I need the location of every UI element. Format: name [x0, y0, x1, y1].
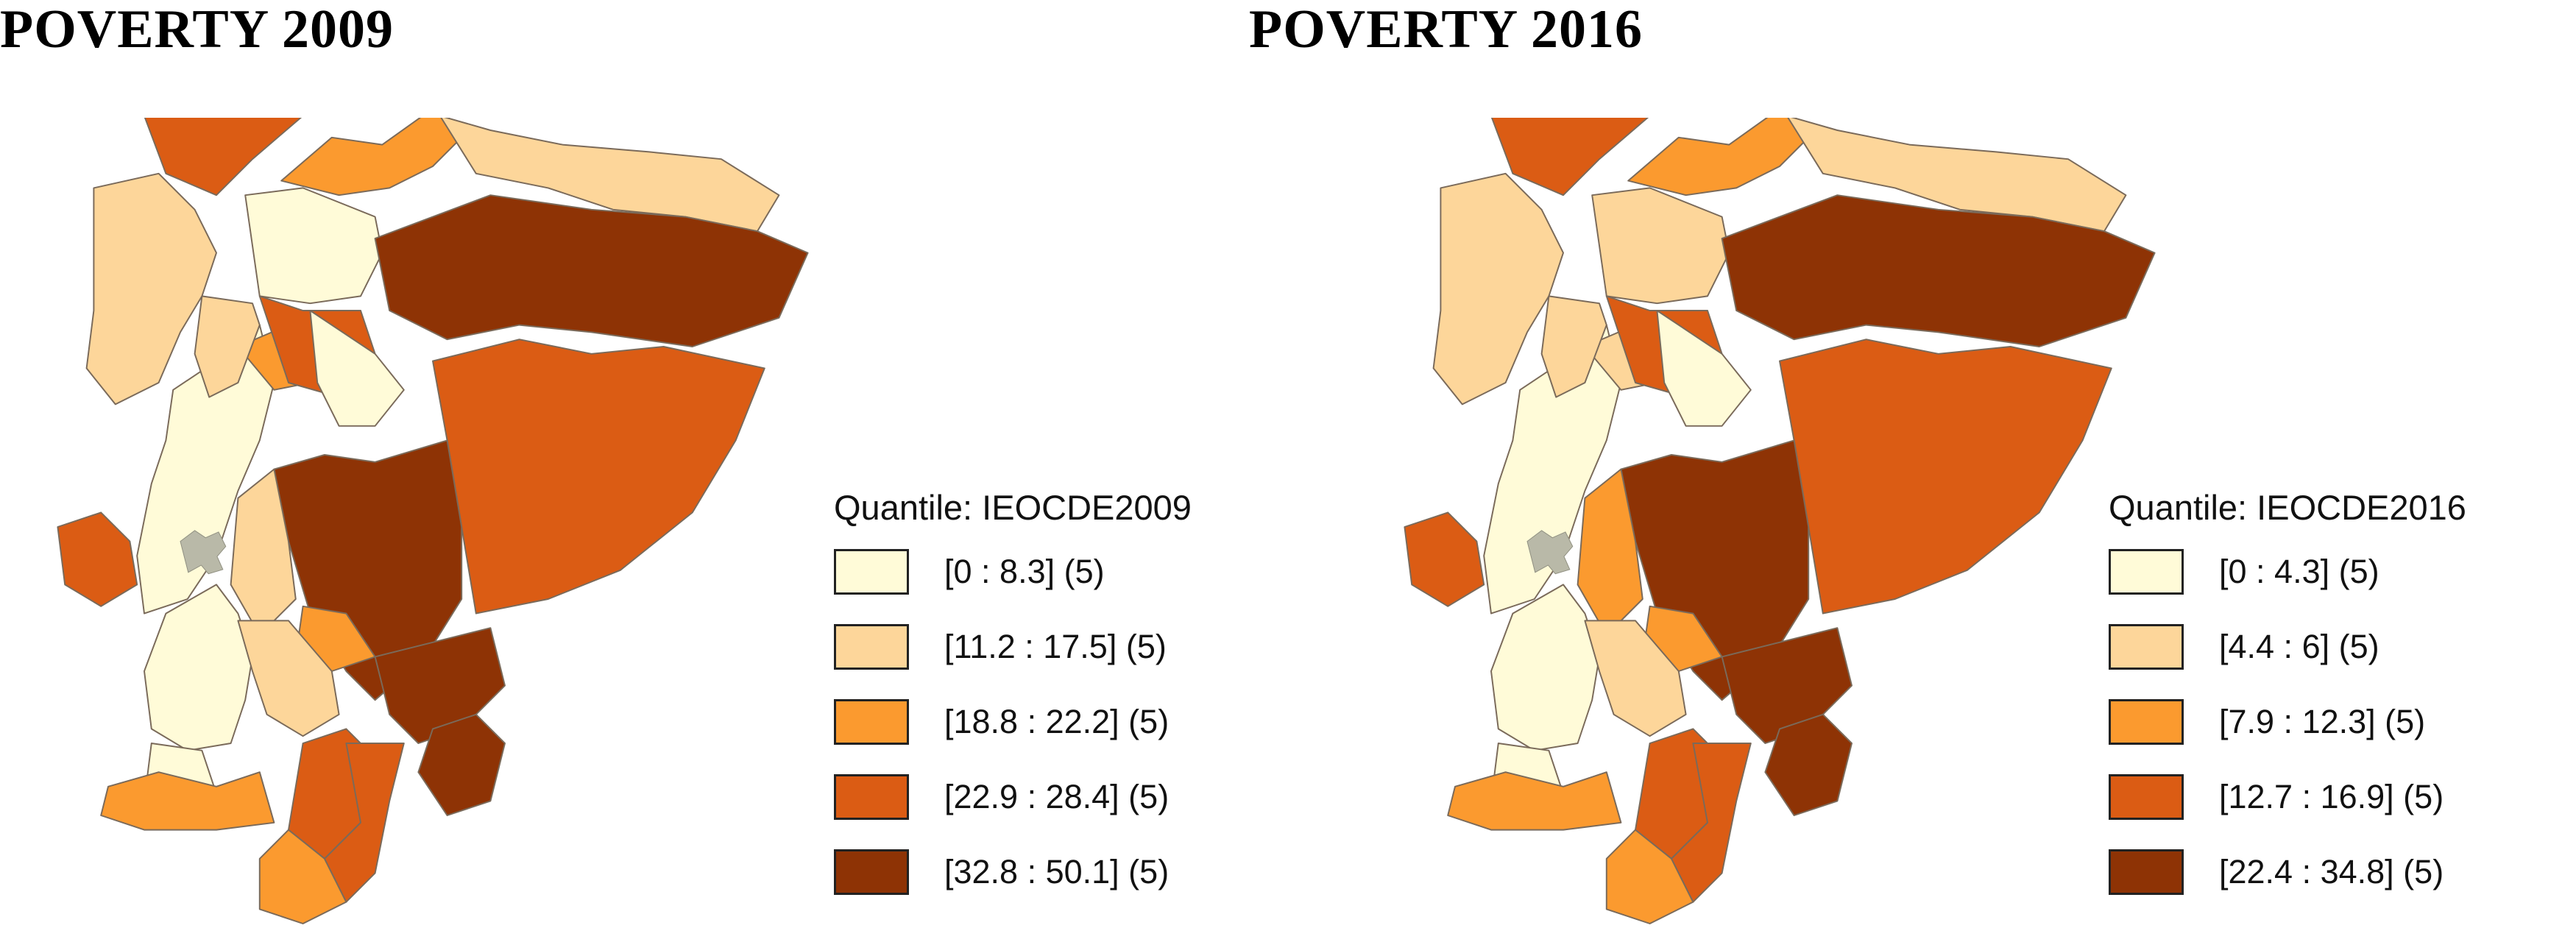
province-region: [417, 713, 506, 816]
legend-item: [18.8 : 22.2] (5): [834, 684, 1192, 759]
legend-label: [22.4 : 34.8] (5): [2219, 853, 2444, 890]
choropleth-map-2009: [57, 118, 809, 924]
legend-label: [12.7 : 16.9] (5): [2219, 778, 2444, 815]
province-region: [1591, 187, 1730, 305]
legend-swatch: [2109, 774, 2184, 820]
province-region: [324, 743, 405, 903]
province-region: [1721, 627, 1853, 744]
province-region: [273, 439, 463, 701]
legend-title: Quantile: IEOCDE2016: [2109, 488, 2466, 527]
province-region: [1584, 620, 1687, 737]
legend-item: [11.2 : 17.5] (5): [834, 609, 1192, 684]
legend-label: [18.8 : 22.2] (5): [944, 703, 1170, 740]
legend-swatch: [2109, 849, 2184, 895]
legend-item: [7.9 : 12.3] (5): [2109, 684, 2466, 759]
province-region: [1787, 118, 2127, 233]
legend-item: [0 : 8.3] (5): [834, 534, 1192, 609]
legend-label: [7.9 : 12.3] (5): [2219, 703, 2426, 740]
province-region: [1620, 439, 1810, 701]
legend-label: [4.4 : 6] (5): [2219, 628, 2379, 665]
province-region: [100, 771, 275, 831]
province-region: [1721, 194, 2156, 347]
province-region: [237, 620, 340, 737]
province-region: [374, 627, 506, 744]
province-region: [1671, 743, 1752, 903]
province-region: [194, 295, 261, 398]
legend-swatch: [834, 624, 909, 670]
legend-2009: Quantile: IEOCDE2009 [0 : 8.3] (5) [11.2 …: [834, 487, 1192, 910]
province-region: [1577, 468, 1643, 636]
legend-label: [32.8 : 50.1] (5): [944, 853, 1170, 890]
province-region: [230, 468, 297, 636]
province-region: [244, 187, 383, 305]
legend-label: [0 : 4.3] (5): [2219, 553, 2379, 590]
province-region: [1432, 172, 1564, 406]
province-region: [1540, 295, 1607, 398]
legend-label: [22.9 : 28.4] (5): [944, 778, 1170, 815]
province-region: [1627, 118, 1816, 196]
province-region: [280, 118, 470, 196]
map-title-2009: POVERTY 2009: [0, 0, 394, 60]
legend-rows: [0 : 8.3] (5) [11.2 : 17.5] (5) [18.8 : 22…: [834, 534, 1192, 910]
map-title-2016: POVERTY 2016: [1249, 0, 1643, 60]
legend-swatch: [2109, 624, 2184, 670]
legend-swatch: [834, 849, 909, 895]
province-region: [1490, 118, 1649, 196]
legend-item: [12.7 : 16.9] (5): [2109, 759, 2466, 835]
legend-item: [22.4 : 34.8] (5): [2109, 835, 2466, 910]
province-region: [309, 310, 405, 427]
legend-label: [11.2 : 17.5] (5): [944, 628, 1167, 665]
legend-swatch: [834, 699, 909, 745]
legend-item: [32.8 : 50.1] (5): [834, 835, 1192, 910]
legend-item: [22.9 : 28.4] (5): [834, 759, 1192, 835]
province-region: [374, 194, 809, 347]
legend-swatch: [2109, 549, 2184, 595]
legend-swatch: [834, 549, 909, 595]
legend-swatch: [834, 774, 909, 820]
legend-2016: Quantile: IEOCDE2016 [0 : 4.3] (5) [4.4 :…: [2109, 487, 2466, 910]
province-region: [1447, 771, 1622, 831]
legend-swatch: [2109, 699, 2184, 745]
province-region: [1779, 339, 2112, 615]
province-region: [432, 339, 765, 615]
urban-area: [1526, 530, 1574, 575]
legend-rows: [0 : 4.3] (5) [4.4 : 6] (5) [7.9 : 12.3] (…: [2109, 534, 2466, 910]
legend-label: [0 : 8.3] (5): [944, 553, 1105, 590]
province-region: [1404, 511, 1485, 607]
province-region: [440, 118, 780, 233]
choropleth-map-2016: [1404, 118, 2156, 924]
legend-title: Quantile: IEOCDE2009: [834, 488, 1192, 527]
province-region: [1656, 310, 1752, 427]
legend-item: [4.4 : 6] (5): [2109, 609, 2466, 684]
province-region: [144, 118, 302, 196]
province-region: [85, 172, 217, 406]
province-region: [57, 511, 138, 607]
legend-item: [0 : 4.3] (5): [2109, 534, 2466, 609]
province-region: [144, 584, 253, 751]
province-region: [1490, 584, 1600, 751]
urban-area: [180, 530, 227, 575]
province-region: [1764, 713, 1853, 816]
